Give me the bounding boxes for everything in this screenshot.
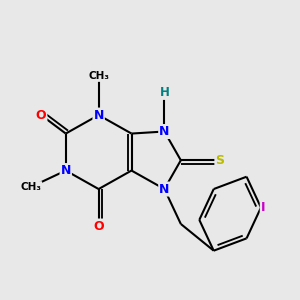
Text: N: N — [61, 164, 71, 177]
Text: CH₃: CH₃ — [20, 182, 41, 192]
Text: N: N — [159, 182, 170, 196]
Text: O: O — [93, 220, 104, 232]
Text: O: O — [36, 109, 46, 122]
Text: S: S — [215, 154, 224, 167]
Text: H: H — [159, 86, 169, 99]
Text: N: N — [159, 125, 170, 138]
Text: I: I — [261, 201, 265, 214]
Text: N: N — [93, 109, 104, 122]
Text: CH₃: CH₃ — [88, 71, 109, 81]
